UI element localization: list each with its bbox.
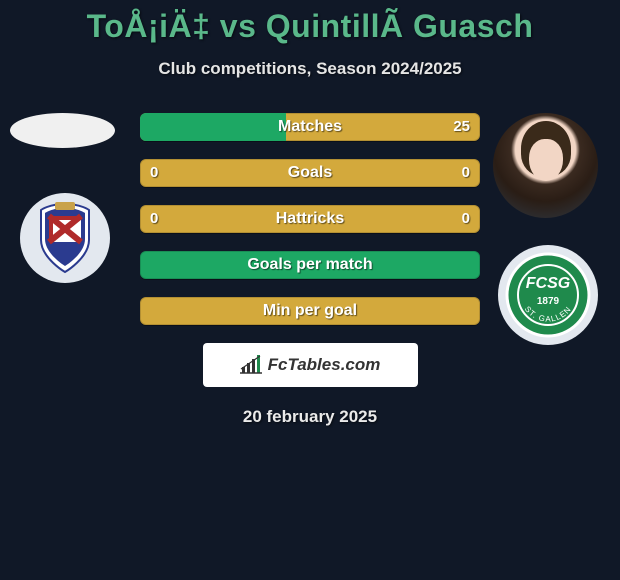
stat-label: Matches: [140, 113, 480, 141]
svg-text:1879: 1879: [537, 296, 560, 307]
stat-label: Min per goal: [140, 297, 480, 325]
stat-label: Goals: [140, 159, 480, 187]
stat-row: Goals0 0: [140, 159, 480, 187]
player-left-club-badge: [20, 193, 110, 283]
comparison-panel: FCSG 1879 ST. GALLEN Matches25Goals00Hat…: [0, 113, 620, 427]
stat-label: Hattricks: [140, 205, 480, 233]
page-subtitle: Club competitions, Season 2024/2025: [0, 59, 620, 79]
brand-text: FcTables.com: [268, 355, 381, 375]
brand-badge[interactable]: FcTables.com: [203, 343, 418, 387]
stat-value-left: 0: [150, 159, 158, 187]
stat-bars: Matches25Goals00Hattricks00Goals per mat…: [140, 113, 480, 325]
stat-label: Goals per match: [140, 251, 480, 279]
stat-row: Goals per match: [140, 251, 480, 279]
player-right-club-badge: FCSG 1879 ST. GALLEN: [498, 245, 598, 345]
player-right-avatar: [493, 113, 598, 218]
page-title: ToÅ¡iÄ‡ vs QuintillÃ Guasch: [0, 0, 620, 45]
stat-value-right: 0: [462, 159, 470, 187]
stat-value-left: 0: [150, 205, 158, 233]
stat-value-right: 25: [453, 113, 470, 141]
footer-date: 20 february 2025: [0, 407, 620, 427]
stat-row: Matches25: [140, 113, 480, 141]
deportivo-icon: [35, 202, 95, 274]
player-left-avatar: [10, 113, 115, 148]
bar-chart-icon: [240, 355, 262, 375]
stat-value-right: 0: [462, 205, 470, 233]
st-gallen-icon: FCSG 1879 ST. GALLEN: [505, 252, 591, 338]
stat-row: Min per goal: [140, 297, 480, 325]
stat-row: Hattricks0 0: [140, 205, 480, 233]
svg-text:FCSG: FCSG: [526, 275, 570, 292]
